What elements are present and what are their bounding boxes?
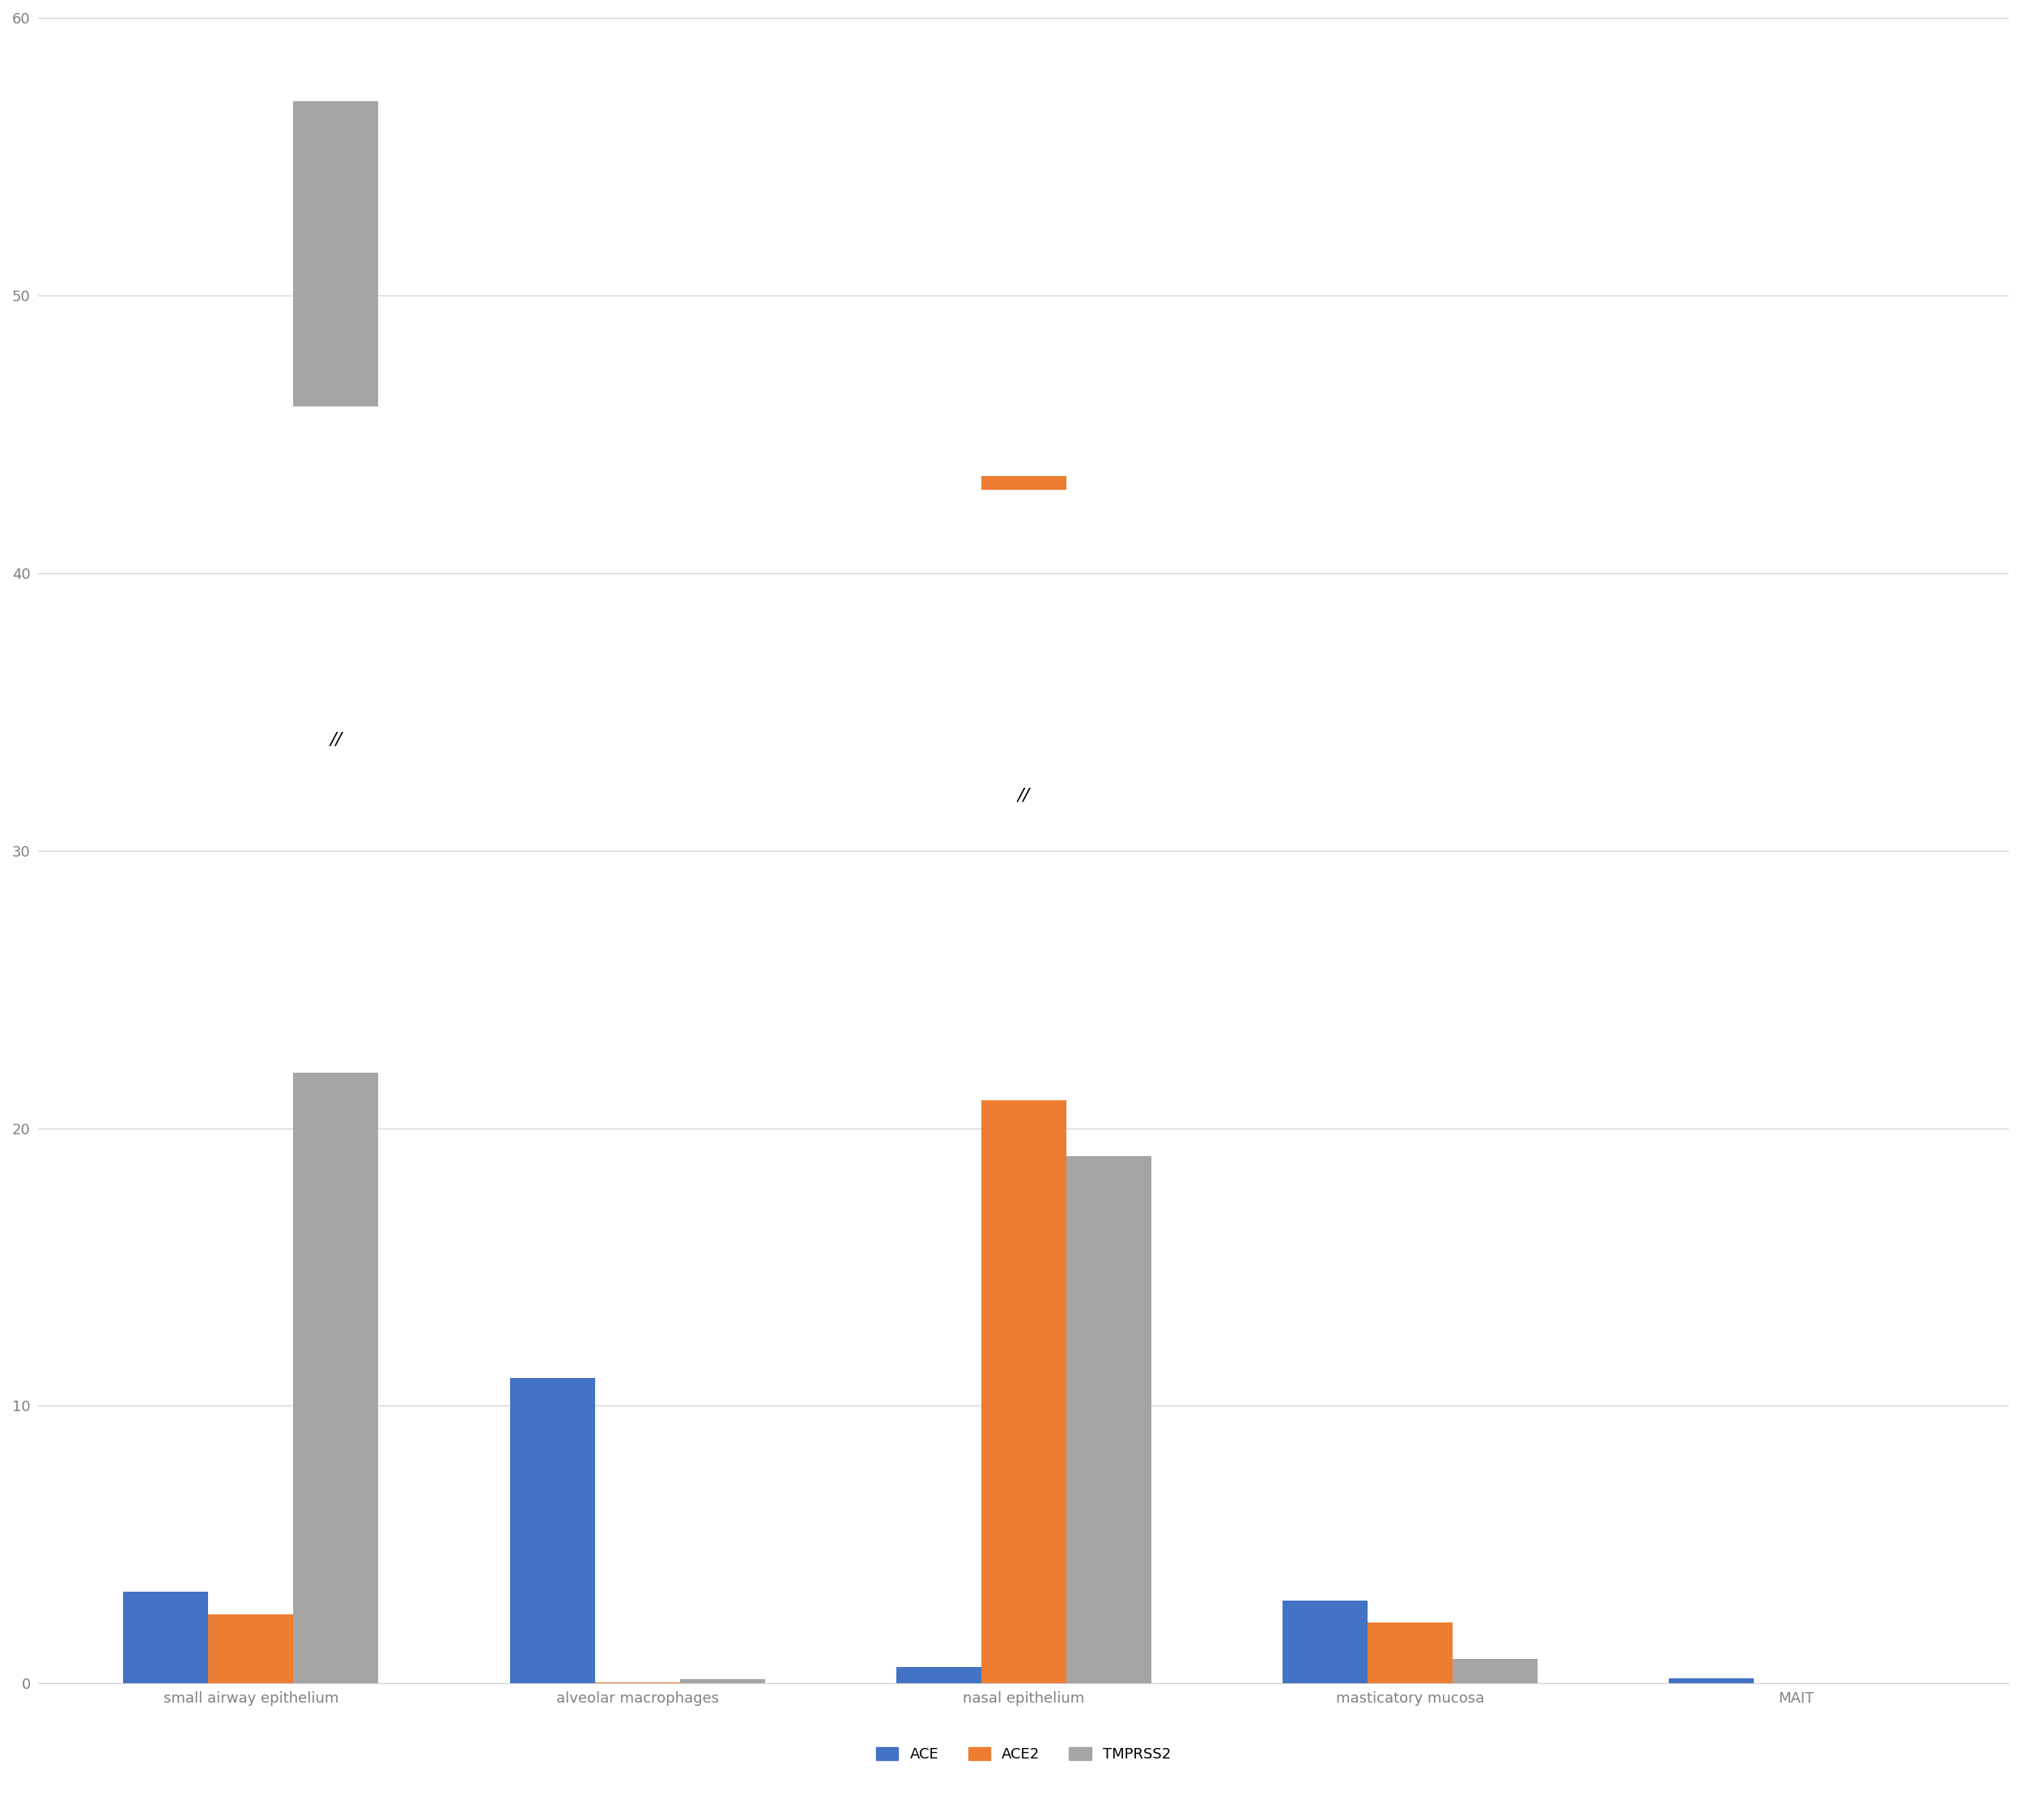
Legend: ACE, ACE2, TMPRSS2: ACE, ACE2, TMPRSS2 — [871, 1742, 1176, 1767]
Bar — [1067, 1156, 1152, 1684]
Bar — [293, 102, 378, 406]
Text: //: // — [329, 732, 342, 748]
Text: //: // — [1019, 786, 1031, 803]
Bar — [1283, 1600, 1368, 1684]
Bar — [980, 1101, 1067, 1684]
Bar — [679, 1680, 764, 1684]
Bar — [980, 475, 1067, 490]
Bar — [293, 1072, 378, 1684]
Bar — [1368, 1622, 1453, 1684]
Bar — [1669, 1678, 1754, 1684]
Bar — [509, 1378, 594, 1684]
Bar — [1453, 1658, 1538, 1684]
Bar — [895, 1667, 980, 1684]
Bar — [123, 1592, 208, 1684]
Bar — [208, 1614, 293, 1684]
